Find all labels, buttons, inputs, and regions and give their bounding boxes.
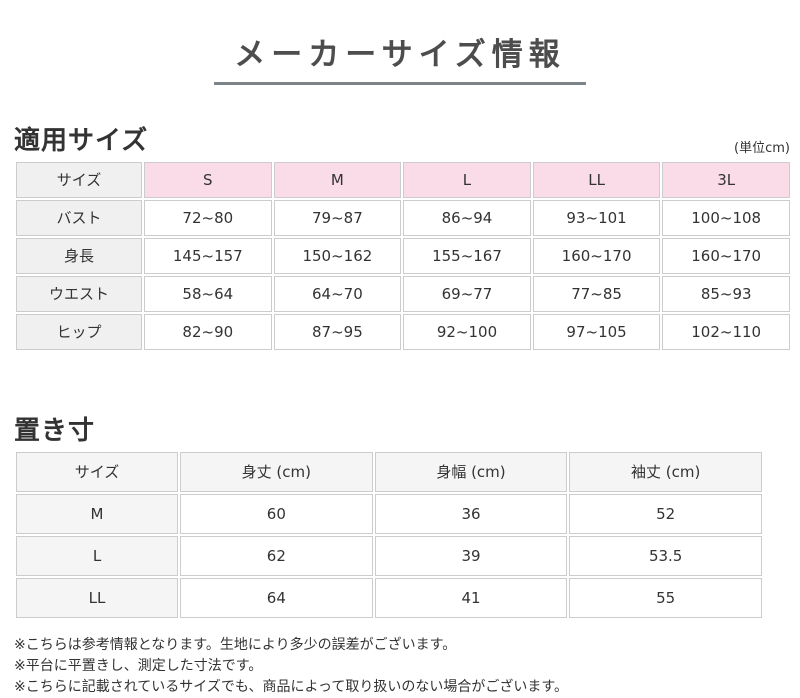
data-cell: 69~77	[403, 275, 531, 312]
applied-size-table: サイズ S M L LL 3L バスト 72~80 79~87 86~94 93…	[14, 160, 792, 352]
row-header-ll: LL	[16, 577, 178, 618]
data-cell: 86~94	[403, 199, 531, 236]
applied-sizes-section-head: 適用サイズ (単位cm)	[14, 120, 790, 157]
data-cell: 150~162	[273, 237, 402, 274]
data-cell: 160~170	[532, 237, 661, 274]
row-header-hip: ヒップ	[16, 313, 142, 350]
flat-measurements-section-head: 置き寸	[14, 410, 790, 447]
data-cell: 39	[374, 535, 568, 576]
column-header-m: M	[273, 161, 402, 198]
data-cell: 87~95	[273, 313, 402, 350]
column-header-sleeve-length: 袖丈 (cm)	[569, 451, 762, 492]
flat-measurements-heading: 置き寸	[14, 415, 96, 446]
data-cell: 92~100	[403, 313, 531, 350]
note-line: ※こちらは参考情報となります。生地により多少の誤差がございます。	[14, 636, 457, 653]
data-cell: 58~64	[144, 275, 272, 312]
corner-header-cell: サイズ	[16, 161, 142, 198]
table-header-row: サイズ 身丈 (cm) 身幅 (cm) 袖丈 (cm)	[16, 451, 762, 492]
data-cell: 145~157	[144, 237, 272, 274]
data-cell: 62	[180, 535, 373, 576]
column-header-3l: 3L	[662, 161, 790, 198]
data-cell: 60	[180, 493, 373, 534]
data-cell: 64~70	[273, 275, 402, 312]
page-header: メーカーサイズ情報	[0, 0, 800, 106]
column-header-s: S	[144, 161, 272, 198]
data-cell: 155~167	[403, 237, 531, 274]
table-row-l: L 62 39 53.5	[16, 535, 762, 576]
row-header-height: 身長	[16, 237, 142, 274]
table-row-m: M 60 36 52	[16, 493, 762, 534]
main-content: 適用サイズ (単位cm) サイズ S M L LL 3L バスト 72~80 7…	[0, 120, 800, 698]
table-row-waist: ウエスト 58~64 64~70 69~77 77~85 85~93	[16, 275, 790, 312]
note-line: ※こちらに記載されているサイズでも、商品によって取り扱いのない場合がございます。	[14, 678, 568, 695]
data-cell: 100~108	[662, 199, 790, 236]
table-row-bust: バスト 72~80 79~87 86~94 93~101 100~108	[16, 199, 790, 236]
data-cell: 102~110	[662, 313, 790, 350]
table-row-hip: ヒップ 82~90 87~95 92~100 97~105 102~110	[16, 313, 790, 350]
note-line: ※平台に平置きし、測定した寸法です。	[14, 657, 263, 674]
data-cell: 79~87	[273, 199, 402, 236]
data-cell: 77~85	[532, 275, 661, 312]
column-header-ll: LL	[532, 161, 661, 198]
column-header-body-length: 身丈 (cm)	[180, 451, 373, 492]
row-header-bust: バスト	[16, 199, 142, 236]
data-cell: 93~101	[532, 199, 661, 236]
table-row-height: 身長 145~157 150~162 155~167 160~170 160~1…	[16, 237, 790, 274]
column-header-body-width: 身幅 (cm)	[374, 451, 568, 492]
column-header-size: サイズ	[16, 451, 178, 492]
data-cell: 85~93	[662, 275, 790, 312]
column-header-l: L	[403, 161, 531, 198]
page-title: メーカーサイズ情報	[214, 29, 586, 85]
row-header-l: L	[16, 535, 178, 576]
data-cell: 72~80	[144, 199, 272, 236]
data-cell: 36	[374, 493, 568, 534]
data-cell: 160~170	[662, 237, 790, 274]
table-row-ll: LL 64 41 55	[16, 577, 762, 618]
table-header-row: サイズ S M L LL 3L	[16, 161, 790, 198]
data-cell: 64	[180, 577, 373, 618]
data-cell: 55	[569, 577, 762, 618]
footnotes: ※こちらは参考情報となります。生地により多少の誤差がございます。 ※平台に平置き…	[14, 635, 790, 698]
data-cell: 41	[374, 577, 568, 618]
data-cell: 52	[569, 493, 762, 534]
applied-sizes-heading: 適用サイズ	[14, 125, 149, 156]
row-header-m: M	[16, 493, 178, 534]
flat-measurement-table: サイズ 身丈 (cm) 身幅 (cm) 袖丈 (cm) M 60 36 52 L…	[14, 450, 764, 620]
data-cell: 97~105	[532, 313, 661, 350]
data-cell: 53.5	[569, 535, 762, 576]
row-header-waist: ウエスト	[16, 275, 142, 312]
data-cell: 82~90	[144, 313, 272, 350]
unit-note: (単位cm)	[734, 140, 790, 156]
